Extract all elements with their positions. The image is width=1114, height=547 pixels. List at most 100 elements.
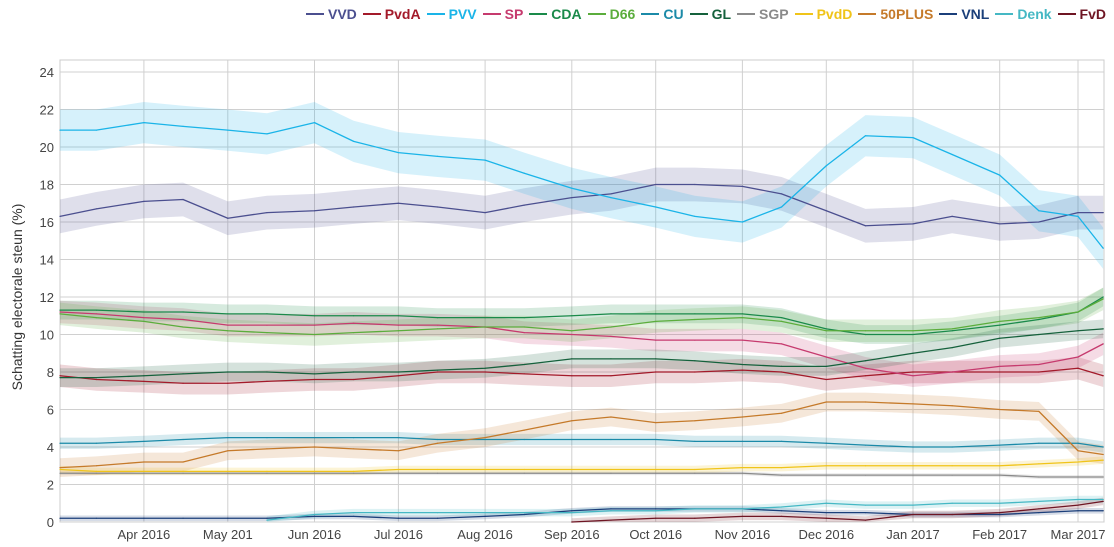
- data-point: [227, 517, 229, 519]
- data-point: [999, 502, 1001, 504]
- legend-item-fvd[interactable]: FvD: [1057, 6, 1106, 22]
- data-point: [999, 320, 1001, 322]
- data-point: [523, 472, 525, 474]
- data-point: [741, 363, 743, 366]
- data-point: [313, 315, 316, 317]
- data-point: [1102, 375, 1104, 377]
- series-line-sgp[interactable]: [60, 472, 1104, 478]
- data-point: [266, 332, 268, 334]
- data-point: [1077, 330, 1079, 332]
- data-point: [397, 450, 400, 452]
- data-point: [484, 367, 486, 369]
- data-point: [1102, 446, 1104, 448]
- data-point: [1077, 215, 1079, 217]
- legend-item-sgp[interactable]: SGP: [737, 6, 789, 22]
- data-point: [655, 371, 657, 373]
- legend-item-pvdd[interactable]: PvdD: [794, 6, 852, 22]
- data-point: [266, 324, 268, 326]
- data-point: [523, 512, 525, 514]
- data-point: [610, 335, 612, 337]
- legend-item-vnl[interactable]: VNL: [939, 6, 989, 22]
- legend-item-50plus[interactable]: 50PLUS: [858, 6, 933, 22]
- data-point: [227, 470, 229, 472]
- x-tick-label: Aug 2016: [457, 527, 513, 542]
- series-line-gl[interactable]: [60, 328, 1104, 379]
- legend-label: Denk: [1017, 6, 1052, 22]
- data-point: [694, 318, 696, 321]
- series-line-50plus[interactable]: [59, 401, 1104, 469]
- series-line-pvdd[interactable]: [59, 459, 1104, 473]
- legend: VVD PvdA PVV SP CDA D66 CU GL SGP PvdD 50PLUS VNL De…: [306, 6, 1106, 22]
- data-point: [999, 365, 1001, 367]
- legend-label: SGP: [759, 6, 789, 22]
- data-point: [1102, 500, 1104, 502]
- legend-label: GL: [711, 6, 732, 22]
- series-line-d66[interactable]: [59, 298, 1104, 336]
- data-point: [95, 378, 97, 381]
- data-point: [610, 508, 612, 510]
- data-point: [59, 129, 61, 131]
- series-line-cu[interactable]: [60, 436, 1104, 448]
- legend-item-vvd[interactable]: VVD: [306, 6, 357, 22]
- legend-item-pvda[interactable]: PvdA: [362, 6, 421, 22]
- data-point: [864, 474, 867, 476]
- data-point: [436, 328, 439, 330]
- data-point: [1038, 410, 1040, 412]
- data-point: [397, 371, 400, 373]
- data-point: [1038, 512, 1040, 514]
- legend-label: VNL: [961, 6, 990, 22]
- data-point: [1102, 498, 1104, 501]
- legend-item-gl[interactable]: GL: [689, 6, 732, 22]
- data-point: [313, 122, 316, 124]
- legend-item-sp[interactable]: SP: [482, 6, 523, 22]
- data-point: [610, 197, 612, 199]
- series-line-sp[interactable]: [59, 311, 1104, 377]
- data-point: [227, 217, 229, 219]
- data-point: [780, 365, 783, 367]
- data-point: [95, 313, 97, 315]
- data-point: [694, 472, 696, 474]
- data-point: [780, 343, 783, 345]
- data-point: [227, 313, 229, 315]
- data-point: [610, 193, 612, 195]
- legend-item-cda[interactable]: CDA: [529, 6, 582, 22]
- legend-swatch: [362, 13, 381, 15]
- series-line-pvv[interactable]: [60, 121, 1104, 249]
- data-point: [353, 472, 355, 474]
- data-point: [266, 448, 268, 450]
- data-point: [95, 470, 97, 472]
- data-point: [951, 347, 953, 349]
- data-point: [397, 472, 400, 474]
- data-point: [182, 517, 184, 519]
- data-point: [951, 371, 953, 373]
- y-tick-label: 10: [40, 328, 54, 343]
- data-point: [912, 465, 914, 467]
- data-point: [694, 360, 696, 362]
- legend-swatch: [529, 13, 548, 15]
- x-tick-label: Jun 2016: [288, 527, 342, 542]
- data-point: [95, 317, 97, 319]
- data-point: [313, 470, 316, 472]
- data-point: [610, 472, 612, 474]
- data-point: [780, 506, 783, 508]
- data-point: [655, 313, 657, 315]
- legend-item-denk[interactable]: Denk: [995, 6, 1052, 22]
- data-point: [1102, 453, 1104, 456]
- legend-item-pvv[interactable]: PVV: [426, 6, 477, 22]
- data-point: [436, 472, 439, 474]
- series-line-cda[interactable]: [60, 296, 1104, 336]
- data-point: [353, 378, 355, 381]
- series-line-fvd[interactable]: [571, 500, 1104, 523]
- data-point: [1077, 461, 1079, 463]
- data-point: [182, 470, 184, 472]
- data-point: [999, 337, 1001, 339]
- data-point: [1077, 510, 1079, 512]
- data-point: [655, 206, 657, 208]
- series-line-vvd[interactable]: [59, 183, 1104, 227]
- data-point: [655, 517, 657, 519]
- data-point: [610, 416, 612, 418]
- legend-item-cu[interactable]: CU: [641, 6, 684, 22]
- data-point: [95, 377, 97, 379]
- data-point: [436, 438, 439, 441]
- legend-item-d66[interactable]: D66: [587, 6, 635, 22]
